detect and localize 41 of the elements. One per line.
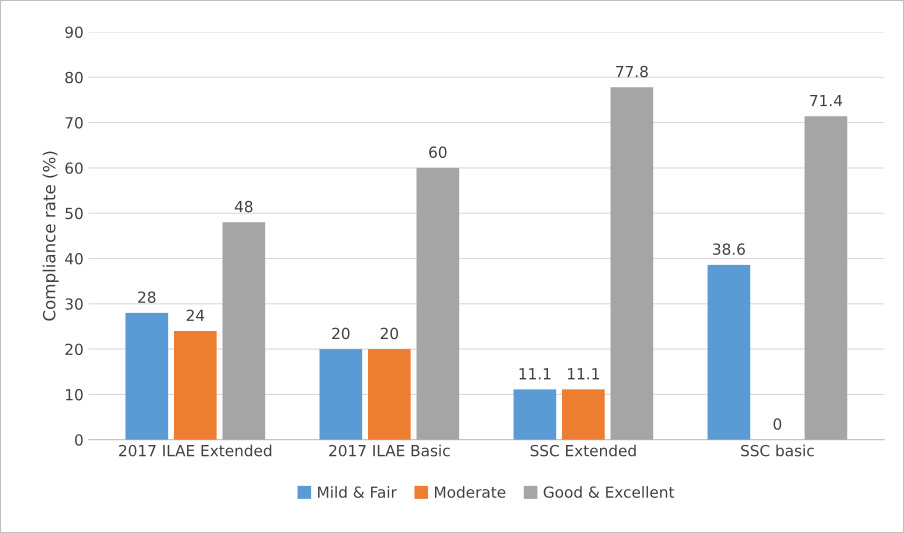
bar bbox=[804, 116, 848, 440]
x-tick-label: 2017 ILAE Extended bbox=[119, 444, 272, 456]
data-label: 77.8 bbox=[616, 66, 648, 78]
y-tick-label: 20 bbox=[65, 344, 83, 356]
data-label: 20 bbox=[332, 328, 350, 340]
x-tick-label: SSC Extended bbox=[530, 444, 636, 456]
bar bbox=[222, 222, 266, 440]
bar bbox=[514, 389, 556, 440]
bar bbox=[708, 264, 750, 440]
data-label: 48 bbox=[234, 200, 252, 212]
data-label: 20 bbox=[380, 328, 398, 340]
y-tick-label: 10 bbox=[66, 388, 83, 400]
data-label: 11.1 bbox=[520, 368, 550, 380]
y-tick-label: 70 bbox=[66, 117, 83, 129]
y-tick-label: 80 bbox=[65, 72, 83, 84]
legend-label: Mild & Fair bbox=[318, 486, 397, 498]
data-label: 60 bbox=[429, 146, 447, 158]
x-tick-label: SSC basic bbox=[741, 444, 814, 456]
data-label: 71.4 bbox=[810, 94, 842, 106]
bar bbox=[319, 349, 362, 440]
legend-label: Good & Excellent bbox=[544, 486, 674, 498]
bar bbox=[125, 312, 168, 440]
bar bbox=[368, 349, 411, 440]
y-tick-label: 90 bbox=[65, 26, 83, 38]
data-label: 11.1 bbox=[568, 368, 599, 380]
legend-label: Moderate bbox=[435, 486, 506, 498]
y-tick-label: 30 bbox=[65, 298, 83, 310]
bar bbox=[416, 168, 460, 440]
y-axis-title: Compliance rate (%) bbox=[42, 152, 59, 321]
bar bbox=[174, 330, 217, 440]
x-tick-label: 2017 ILAE Basic bbox=[329, 444, 450, 456]
y-tick-label: 40 bbox=[65, 252, 83, 265]
data-label: 28 bbox=[138, 291, 156, 303]
bar bbox=[562, 389, 605, 440]
y-tick-label: 60 bbox=[65, 162, 83, 174]
y-tick-label: 50 bbox=[65, 208, 83, 220]
data-label: 38.6 bbox=[713, 243, 745, 255]
data-label: 24 bbox=[186, 310, 204, 321]
data-label: 0 bbox=[774, 418, 782, 430]
y-tick-label: 0 bbox=[75, 434, 83, 446]
bar bbox=[610, 87, 654, 440]
